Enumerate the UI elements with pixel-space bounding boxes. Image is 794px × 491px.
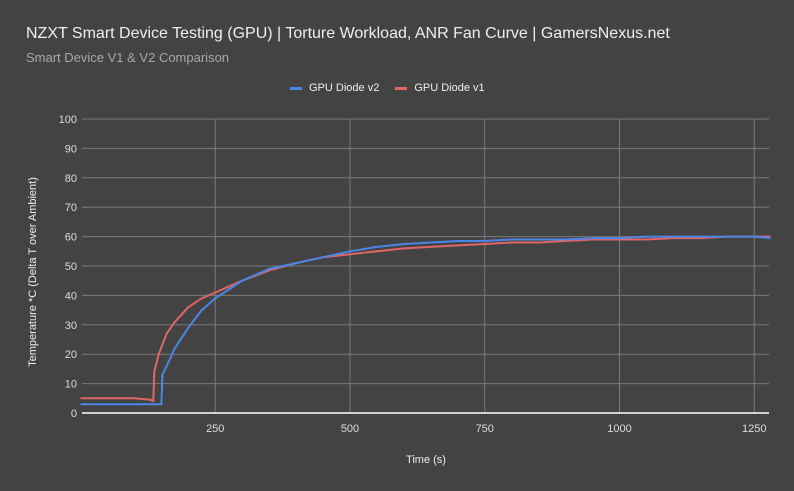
legend-swatch-v1 [395,86,408,90]
chart-subtitle: Smart Device V1 & V2 Comparison [26,50,230,65]
x-axis-ticks: 250 500 750 1000 1250 [206,423,766,435]
x-tick-label: 1250 [742,423,766,435]
legend: GPU Diode v2 GPU Diode v1 [290,82,485,94]
legend-label-v1: GPU Diode v1 [414,82,485,94]
legend-item-v1[interactable]: GPU Diode v1 [395,82,485,94]
series-line-gpu-diode-v1[interactable] [80,235,771,403]
series-line-gpu-diode-v2[interactable] [80,235,771,406]
legend-item-v2[interactable]: GPU Diode v2 [290,82,379,94]
y-tick-label: 20 [65,349,77,361]
x-axis-title: Time (s) [406,454,446,466]
chart-title: NZXT Smart Device Testing (GPU) | Tortur… [26,25,670,42]
y-tick-label: 0 [71,408,77,420]
y-axis-ticks: 0 10 20 30 40 50 60 70 80 90 100 [59,114,77,420]
x-tick-label: 1000 [607,423,631,435]
x-tick-label: 250 [206,423,224,435]
y-axis-title: Temperature *C (Delta T over Ambient) [27,177,39,367]
legend-swatch-v2 [290,86,302,90]
y-tick-label: 50 [65,261,77,273]
y-tick-label: 70 [65,202,77,214]
y-tick-label: 10 [65,379,77,391]
gridlines [82,118,769,413]
y-tick-label: 80 [65,173,77,185]
y-tick-label: 30 [65,320,77,332]
data-lines [80,235,771,406]
x-tick-label: 750 [476,423,494,435]
legend-label-v2: GPU Diode v2 [309,82,380,94]
y-tick-label: 90 [65,143,77,155]
x-tick-label: 500 [341,423,359,435]
y-tick-label: 60 [65,232,77,244]
y-tick-label: 40 [65,290,77,302]
y-tick-label: 100 [59,114,77,126]
